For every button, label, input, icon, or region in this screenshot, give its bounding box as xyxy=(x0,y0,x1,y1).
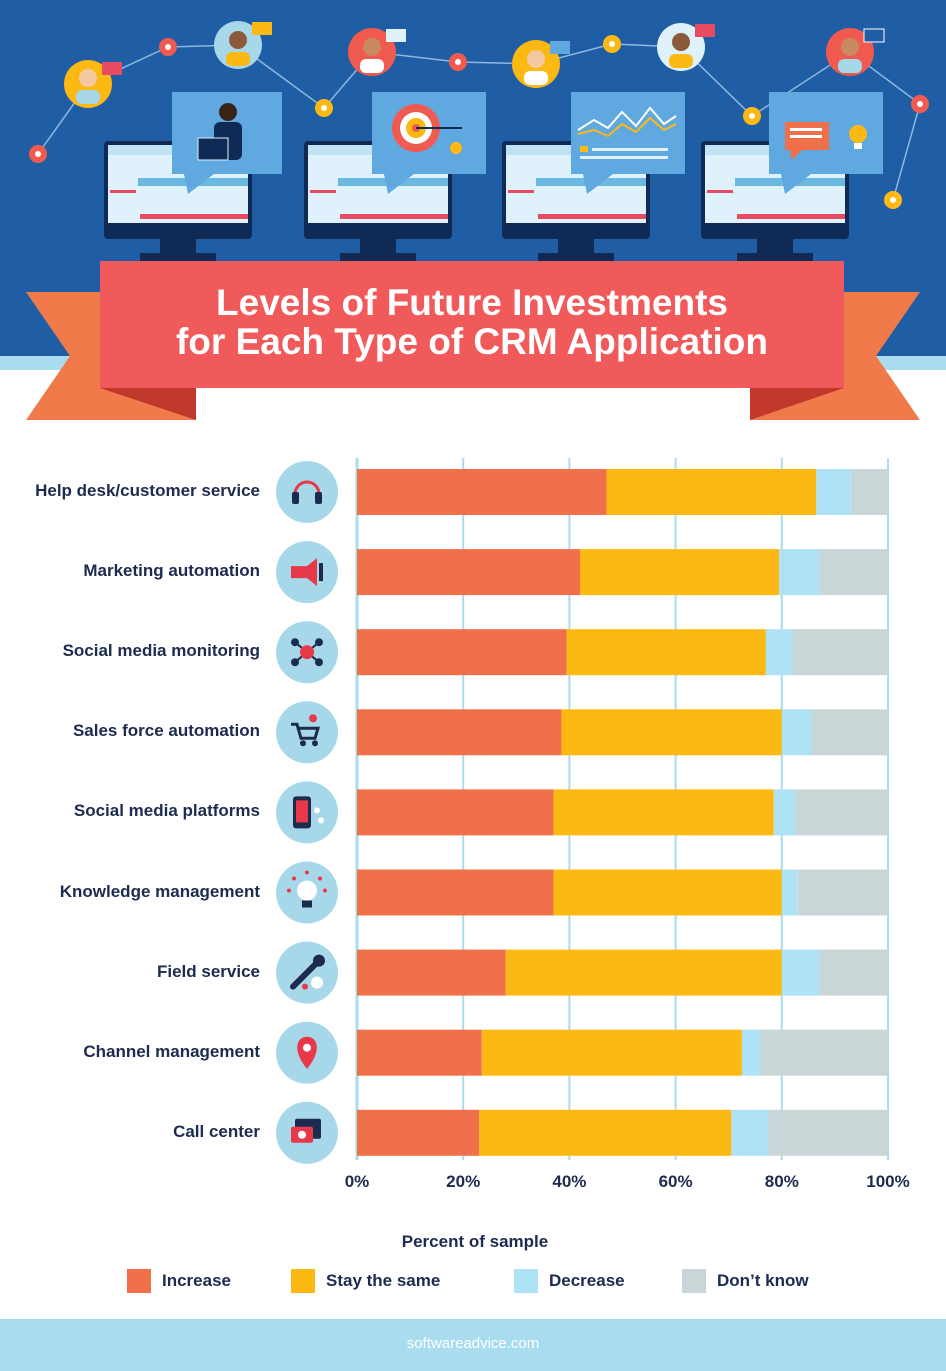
bar-decrease xyxy=(731,1109,769,1156)
bar-stay-the-same xyxy=(553,869,782,916)
hero-scene xyxy=(29,21,929,261)
bar-decrease xyxy=(781,709,812,756)
phone-chat-icon xyxy=(276,1101,338,1164)
location-pin-icon xyxy=(276,1021,338,1084)
x-tick-label: 20% xyxy=(446,1172,481,1191)
stacked-bar-chart xyxy=(276,458,889,1164)
bar-dont-know xyxy=(811,709,888,756)
bar-increase xyxy=(357,1109,480,1156)
bar-decrease xyxy=(781,949,819,996)
bar-dont-know xyxy=(768,1109,888,1156)
panel-target xyxy=(372,92,486,194)
bar-increase xyxy=(357,709,562,756)
category-label: Field service xyxy=(156,961,260,981)
bar-dont-know xyxy=(818,549,888,596)
bar-decrease xyxy=(741,1029,761,1076)
wrench-icon xyxy=(276,941,338,1004)
bar-decrease xyxy=(765,629,793,676)
legend-item-dont-know: Don’t know xyxy=(682,1269,809,1293)
category-label: Social media platforms xyxy=(73,801,260,821)
bar-stay-the-same xyxy=(561,709,782,756)
bar-decrease xyxy=(773,789,796,836)
headset-icon xyxy=(276,461,338,523)
legend-label: Increase xyxy=(162,1271,231,1290)
panel-agent xyxy=(172,92,282,194)
bar-increase xyxy=(357,949,506,996)
hero-illustration xyxy=(0,0,946,356)
category-label: Social media monitoring xyxy=(62,641,260,661)
bar-stay-the-same xyxy=(553,789,774,836)
panel-ideas xyxy=(769,92,883,194)
category-label: Sales force automation xyxy=(72,721,260,741)
legend-swatch xyxy=(682,1269,706,1293)
x-tick-label: 60% xyxy=(658,1172,693,1191)
legend-item-increase: Increase xyxy=(127,1269,231,1293)
legend-label: Stay the same xyxy=(326,1271,441,1290)
bar-dont-know xyxy=(760,1029,888,1076)
chart-title-line-1: Levels of Future Investments xyxy=(216,282,728,323)
legend-label: Decrease xyxy=(549,1271,625,1290)
x-tick-label: 100% xyxy=(866,1172,910,1191)
bar-increase xyxy=(357,869,554,916)
bar-stay-the-same xyxy=(481,1029,742,1076)
avatar-1 xyxy=(64,60,122,108)
bar-stay-the-same xyxy=(606,469,817,515)
legend-item-decrease: Decrease xyxy=(514,1269,625,1293)
category-label: Call center xyxy=(173,1121,260,1141)
avatar-6 xyxy=(826,28,885,76)
lightbulb-icon xyxy=(276,861,338,924)
title-banner xyxy=(26,261,920,420)
x-axis-label: Percent of sample xyxy=(401,1232,549,1251)
bar-decrease xyxy=(816,469,851,515)
legend-swatch xyxy=(291,1269,315,1293)
avatar-3 xyxy=(348,28,406,76)
megaphone-icon xyxy=(276,541,338,604)
x-tick-label: 40% xyxy=(552,1172,587,1191)
chart-title-line-2: for Each Type of CRM Application xyxy=(175,321,769,362)
bar-dont-know xyxy=(795,789,888,836)
bar-increase xyxy=(357,629,567,676)
bar-stay-the-same xyxy=(505,949,782,996)
bar-stay-the-same xyxy=(580,549,780,596)
avatar-2 xyxy=(214,21,272,69)
category-label: Channel management xyxy=(83,1041,260,1061)
footer-source: softwareadvice.com xyxy=(406,1335,540,1352)
bar-dont-know xyxy=(818,949,888,996)
bar-decrease xyxy=(781,869,798,916)
bar-stay-the-same xyxy=(479,1109,732,1156)
category-label: Help desk/customer service xyxy=(35,481,260,500)
legend-swatch xyxy=(127,1269,151,1293)
x-tick-label: 80% xyxy=(764,1172,799,1191)
category-label: Marketing automation xyxy=(83,561,260,581)
bar-increase xyxy=(357,789,554,836)
bar-increase xyxy=(357,549,581,596)
legend-swatch xyxy=(514,1269,538,1293)
cart-icon xyxy=(276,701,338,764)
mobile-icon xyxy=(276,781,338,844)
category-label: Knowledge management xyxy=(59,881,260,901)
bar-dont-know xyxy=(850,469,888,515)
panel-graph xyxy=(571,92,685,194)
bar-increase xyxy=(357,469,607,515)
bar-stay-the-same xyxy=(566,629,766,676)
bar-dont-know xyxy=(797,869,888,916)
legend-label: Don’t know xyxy=(717,1271,809,1290)
gear-nodes xyxy=(29,35,929,209)
avatar-4 xyxy=(512,40,570,88)
footer: softwareadvice.com xyxy=(0,1319,946,1371)
legend-item-stay-the-same: Stay the same xyxy=(291,1269,440,1293)
avatar-5 xyxy=(657,23,715,71)
bar-increase xyxy=(357,1029,482,1076)
bar-dont-know xyxy=(792,629,888,676)
network-icon xyxy=(276,621,338,684)
x-tick-label: 0% xyxy=(344,1172,370,1191)
bar-decrease xyxy=(779,549,819,596)
